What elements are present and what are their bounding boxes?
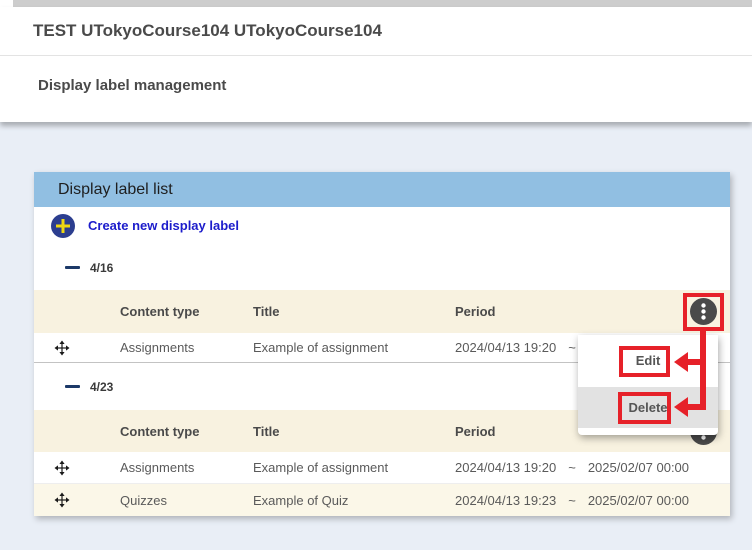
annotation-edit-box bbox=[619, 346, 670, 377]
period-from: 2024/04/13 19:20 bbox=[455, 340, 557, 355]
cell-period: 2024/04/13 19:20 ~ 2025/02/07 00:00 bbox=[455, 452, 689, 483]
column-header-period: Period bbox=[455, 423, 496, 439]
section-row-4-23: 4/23 bbox=[34, 363, 730, 410]
section-label: 4/23 bbox=[90, 379, 114, 394]
cell-content-type: Assignments bbox=[120, 460, 195, 475]
move-icon[interactable] bbox=[54, 460, 70, 476]
cell-content-type: Quizzes bbox=[120, 492, 167, 508]
table-row: Quizzes Example of Quiz 2024/04/13 19:23… bbox=[34, 484, 730, 516]
column-header-period: Period bbox=[455, 304, 496, 319]
move-icon[interactable] bbox=[54, 492, 70, 508]
collapse-minus-icon[interactable] bbox=[65, 266, 80, 269]
period-tilde: ~ bbox=[568, 460, 576, 475]
column-header-title: Title bbox=[253, 304, 280, 319]
column-header-content-type: Content type bbox=[120, 423, 200, 439]
panel-title: Display label list bbox=[58, 181, 173, 198]
annotation-kebab-box bbox=[683, 293, 724, 331]
annotation-delete-box bbox=[618, 392, 671, 424]
section-label: 4/16 bbox=[90, 260, 114, 275]
column-header-title: Title bbox=[253, 423, 280, 439]
table-header-row: Content type Title Period bbox=[34, 290, 730, 333]
cell-title: Example of assignment bbox=[253, 340, 389, 355]
cell-title: Example of assignment bbox=[253, 460, 389, 475]
table-row: Assignments Example of assignment 2024/0… bbox=[34, 452, 730, 484]
period-to: 2025/02/07 00:00 bbox=[587, 492, 690, 508]
period-from: 2024/04/13 19:23 bbox=[455, 492, 557, 508]
collapse-minus-icon[interactable] bbox=[65, 385, 80, 388]
cell-content-type: Assignments bbox=[120, 340, 195, 355]
period-tilde: ~ bbox=[568, 340, 576, 355]
site-header: TEST UTokyoCourse104 UTokyoCourse104 Dis… bbox=[0, 7, 752, 122]
plus-icon bbox=[51, 214, 75, 238]
period-from: 2024/04/13 19:20 bbox=[455, 460, 557, 475]
annotation-vertical-line bbox=[700, 331, 706, 410]
period-tilde: ~ bbox=[568, 492, 576, 508]
cell-title: Example of Quiz bbox=[253, 492, 349, 508]
course-title: TEST UTokyoCourse104 UTokyoCourse104 bbox=[33, 21, 382, 40]
section-row-4-16: 4/16 bbox=[34, 245, 730, 290]
header-divider bbox=[0, 55, 752, 56]
panel-header: Display label list bbox=[34, 172, 730, 207]
move-icon[interactable] bbox=[54, 340, 70, 356]
kebab-menu-icon[interactable] bbox=[690, 298, 717, 325]
cell-period: 2024/04/13 19:20 ~ bbox=[455, 333, 588, 362]
period-to: 2025/02/07 00:00 bbox=[587, 460, 690, 475]
annotation-delete-line bbox=[688, 404, 706, 410]
annotation-delete-arrow bbox=[674, 397, 688, 417]
column-header-content-type: Content type bbox=[120, 304, 200, 319]
window-chrome-strip bbox=[13, 0, 752, 7]
create-display-label-text: Create new display label bbox=[88, 218, 240, 233]
cell-period: 2024/04/13 19:23 ~ 2025/02/07 00:00 bbox=[455, 484, 689, 516]
page-title: Display label management bbox=[38, 77, 227, 94]
annotation-edit-line bbox=[688, 359, 706, 365]
menu-item-edit[interactable]: Edit bbox=[635, 353, 661, 368]
create-display-label-button[interactable]: Create new display label bbox=[34, 207, 730, 245]
annotation-edit-arrow bbox=[674, 352, 688, 372]
